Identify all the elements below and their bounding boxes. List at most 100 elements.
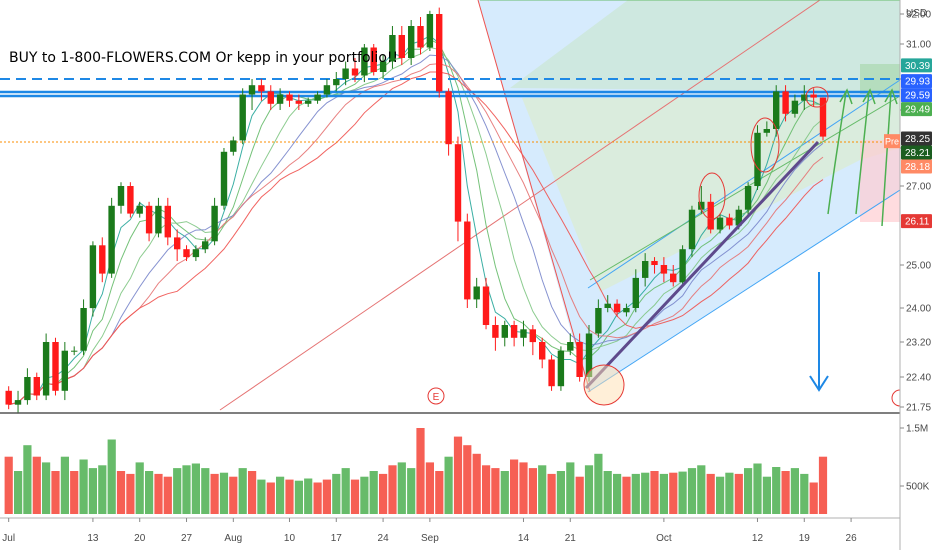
candle	[202, 237, 209, 254]
candle-body	[145, 205, 153, 234]
volume-bar	[453, 436, 463, 514]
candle-body	[108, 205, 115, 274]
ma-line-19	[8, 71, 824, 406]
candle-body	[361, 47, 368, 76]
red-trend-line	[219, 0, 821, 411]
candle-body	[89, 245, 97, 309]
volume-bar	[528, 468, 537, 514]
candle	[379, 54, 387, 79]
candle-body	[267, 91, 274, 104]
time-tick-label: Jul	[2, 533, 15, 544]
volume-bar	[435, 471, 444, 514]
candle-body	[71, 350, 78, 352]
volume-bar	[556, 471, 565, 514]
ma-line-6	[8, 38, 824, 406]
price-tick-label: 21.75	[906, 403, 931, 414]
candle	[548, 355, 555, 391]
volume-bar	[425, 462, 434, 514]
candle	[510, 320, 518, 347]
candle-body	[698, 201, 705, 210]
candle	[305, 97, 312, 107]
candle-body	[801, 94, 808, 101]
time-axis: Jul 13 20 27 Aug 10 17 24 Sep 14 21 Oct 12 19 26	[2, 518, 857, 544]
candle	[819, 97, 827, 141]
candle-body	[454, 144, 462, 222]
candle	[230, 136, 237, 156]
volume-bar	[313, 482, 322, 514]
volume-bar	[257, 479, 266, 514]
volume-bar	[631, 473, 640, 514]
candle-body	[623, 308, 630, 313]
candle-body	[520, 329, 527, 338]
candle-body	[735, 209, 742, 226]
candle-body	[613, 303, 621, 313]
volume-bar	[706, 473, 715, 514]
price-label-text: 26.11	[905, 217, 930, 228]
candle-body	[174, 237, 181, 250]
candle	[791, 94, 799, 118]
bottom-highlight-circle	[583, 364, 625, 406]
volume-bar	[60, 456, 69, 514]
candle-body	[379, 61, 387, 72]
volume-bar	[4, 456, 13, 514]
currency-label: USD	[906, 8, 927, 19]
candle-body	[754, 132, 761, 186]
candle	[426, 10, 434, 51]
candle-body	[202, 241, 209, 250]
candle-body	[248, 85, 256, 95]
candle	[24, 368, 31, 405]
volume-bar	[42, 462, 51, 514]
channel-lower-line	[587, 189, 901, 393]
volume-bar	[201, 468, 210, 514]
fib-upper-zone-fill	[510, 0, 900, 92]
candle-body	[286, 94, 293, 101]
candle-body	[529, 329, 536, 343]
candle	[211, 197, 218, 246]
volume-bar	[14, 471, 23, 514]
earnings-marker[interactable]	[427, 387, 445, 405]
candlesticks	[5, 7, 827, 414]
candle	[642, 253, 649, 287]
volume-bar	[584, 465, 594, 514]
candle-body	[408, 26, 415, 58]
earnings-marker-label: E	[433, 392, 440, 403]
candle	[454, 136, 462, 242]
candle	[782, 85, 789, 122]
volume-bar	[641, 472, 650, 514]
candle	[361, 44, 368, 83]
candle-body	[510, 325, 518, 338]
candle-body	[539, 342, 546, 360]
volume-bar	[51, 471, 60, 514]
candle	[155, 197, 162, 238]
volume-bar	[519, 462, 528, 514]
volume-bar	[107, 439, 116, 514]
stop-zone	[860, 140, 900, 222]
volume-axis: 1.5M 500K	[900, 424, 930, 493]
volume-bar	[98, 465, 107, 514]
candle	[108, 197, 115, 278]
channel-lines	[219, 0, 901, 411]
volume-bar	[753, 463, 762, 514]
candle	[417, 17, 424, 55]
candle	[351, 58, 359, 83]
candle-body	[464, 221, 471, 300]
candle-body	[744, 186, 752, 210]
candle	[286, 91, 293, 107]
candle-body	[707, 201, 714, 230]
candle-body	[791, 100, 799, 114]
price-label-text: 29.93	[905, 77, 930, 88]
candle	[604, 295, 611, 313]
candle	[763, 121, 770, 137]
volume-bar	[725, 472, 734, 514]
volume-bar	[482, 465, 491, 514]
volume-bar	[659, 473, 668, 514]
candle	[707, 193, 714, 234]
candle	[14, 390, 22, 414]
support-trend-line	[584, 140, 820, 390]
price-tick-label: 25.00	[906, 261, 931, 272]
candle	[220, 148, 228, 210]
candle	[71, 346, 78, 356]
candle-body	[323, 85, 331, 95]
volume-bar	[350, 479, 360, 514]
